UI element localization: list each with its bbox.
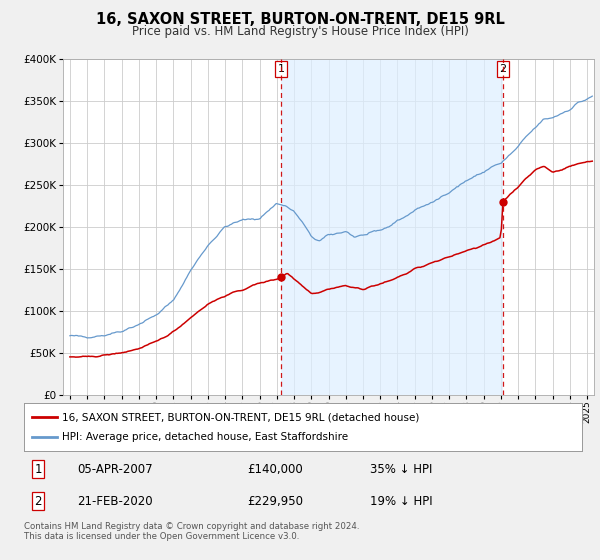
Text: 21-FEB-2020: 21-FEB-2020 [77,494,152,508]
Text: 05-APR-2007: 05-APR-2007 [77,463,152,475]
Bar [281,59,503,395]
Text: 2: 2 [499,64,506,74]
Text: 2: 2 [34,494,42,508]
Text: Contains HM Land Registry data © Crown copyright and database right 2024.
This d: Contains HM Land Registry data © Crown c… [24,522,359,542]
Text: 16, SAXON STREET, BURTON-ON-TRENT, DE15 9RL: 16, SAXON STREET, BURTON-ON-TRENT, DE15 … [95,12,505,27]
Text: 1: 1 [34,463,42,475]
Text: HPI: Average price, detached house, East Staffordshire: HPI: Average price, detached house, East… [62,432,348,442]
Text: 35% ↓ HPI: 35% ↓ HPI [370,463,433,475]
Text: 16, SAXON STREET, BURTON-ON-TRENT, DE15 9RL (detached house): 16, SAXON STREET, BURTON-ON-TRENT, DE15 … [62,413,419,422]
Text: 19% ↓ HPI: 19% ↓ HPI [370,494,433,508]
Text: 1: 1 [278,64,284,74]
Text: Price paid vs. HM Land Registry's House Price Index (HPI): Price paid vs. HM Land Registry's House … [131,25,469,38]
Text: £229,950: £229,950 [247,494,303,508]
Text: £140,000: £140,000 [247,463,303,475]
